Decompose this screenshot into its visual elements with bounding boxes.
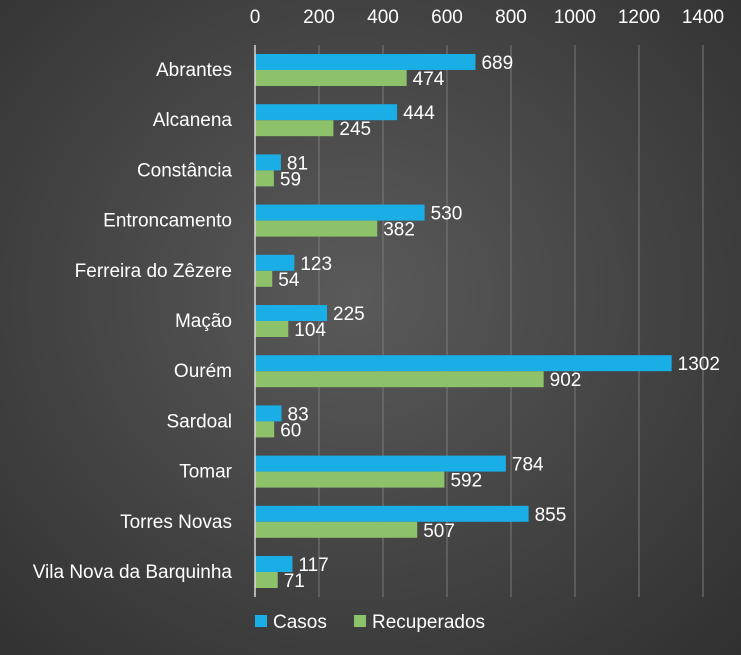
data-label-recuperados: 507: [423, 521, 455, 542]
bars: [255, 54, 672, 588]
bar-recuperados: [255, 120, 334, 137]
bar-casos: [255, 505, 529, 522]
category-label: Entroncamento: [103, 211, 232, 232]
category-label: Torres Novas: [120, 512, 232, 533]
data-label-recuperados: 474: [413, 69, 445, 90]
data-label-recuperados: 71: [284, 571, 305, 592]
x-tick-label: 200: [303, 7, 335, 28]
data-label-casos: 530: [431, 204, 463, 225]
data-label-casos: 225: [333, 304, 365, 325]
data-label-casos: 689: [481, 53, 513, 74]
gridlines: [318, 45, 704, 597]
x-tick-label: 1000: [554, 7, 596, 28]
x-tick-label: 800: [495, 7, 527, 28]
category-labels: Abrantes Alcanena Constância Entroncamento F…: [33, 60, 233, 583]
bar-recuperados: [255, 371, 544, 388]
data-label-casos: 83: [288, 404, 309, 425]
category-label: Sardoal: [167, 411, 233, 432]
data-label-casos: 81: [287, 153, 308, 174]
bar-casos: [255, 355, 672, 372]
x-tick-label: 1200: [618, 7, 660, 28]
bar-recuperados: [255, 521, 418, 538]
data-label-casos: 444: [403, 103, 435, 124]
legend-swatch-recuperados: [354, 615, 366, 627]
bar-recuperados: [255, 270, 273, 287]
data-label-casos: 1302: [678, 354, 720, 375]
legend: Casos Recuperados: [255, 612, 485, 633]
category-label: Tomar: [179, 462, 232, 483]
legend-label-recuperados: Recuperados: [372, 612, 485, 633]
bar-casos: [255, 254, 295, 271]
data-label-recuperados: 54: [278, 270, 300, 291]
bar-recuperados: [255, 471, 445, 488]
category-label: Vila Nova da Barquinha: [33, 562, 233, 583]
data-label-casos: 123: [300, 254, 332, 275]
x-tick-label: 600: [431, 7, 463, 28]
category-label: Ferreira do Zêzere: [75, 261, 232, 282]
bar-recuperados: [255, 321, 289, 337]
data-label-casos: 855: [535, 505, 567, 526]
data-label-recuperados: 60: [280, 420, 301, 441]
bar-casos: [255, 154, 281, 171]
category-label: Ourém: [174, 361, 232, 382]
bar-casos: [255, 54, 476, 70]
x-tick-label: 1400: [682, 7, 724, 28]
bar-recuperados: [255, 572, 278, 588]
data-label-recuperados: 902: [550, 370, 582, 391]
bar-recuperados: [255, 220, 378, 237]
legend-label-casos: Casos: [273, 612, 327, 633]
category-label: Constância: [137, 160, 232, 181]
bar-recuperados: [255, 70, 407, 86]
x-tick-labels: 0 200 400 600 800 1000 1200 1400: [250, 7, 724, 28]
category-label: Abrantes: [156, 60, 232, 81]
data-label-recuperados: 104: [294, 320, 326, 341]
data-label-casos: 784: [512, 455, 544, 476]
category-label: Mação: [175, 311, 232, 332]
data-label-recuperados: 592: [450, 471, 482, 492]
bar-casos: [255, 556, 293, 572]
data-label-recuperados: 245: [339, 119, 371, 140]
x-tick-label: 0: [250, 7, 261, 28]
bar-casos: [255, 405, 282, 422]
data-label-recuperados: 59: [280, 169, 301, 190]
legend-swatch-casos: [255, 615, 267, 627]
bar-casos: [255, 104, 398, 121]
x-tick-label: 400: [367, 7, 399, 28]
bar-recuperados: [255, 170, 274, 187]
data-label-recuperados: 382: [383, 220, 415, 241]
bar-casos: [255, 455, 506, 472]
category-label: Alcanena: [153, 110, 233, 131]
bar-casos: [255, 305, 327, 321]
bar-casos: [255, 204, 425, 221]
data-label-casos: 117: [298, 555, 328, 576]
bar-recuperados: [255, 421, 275, 438]
